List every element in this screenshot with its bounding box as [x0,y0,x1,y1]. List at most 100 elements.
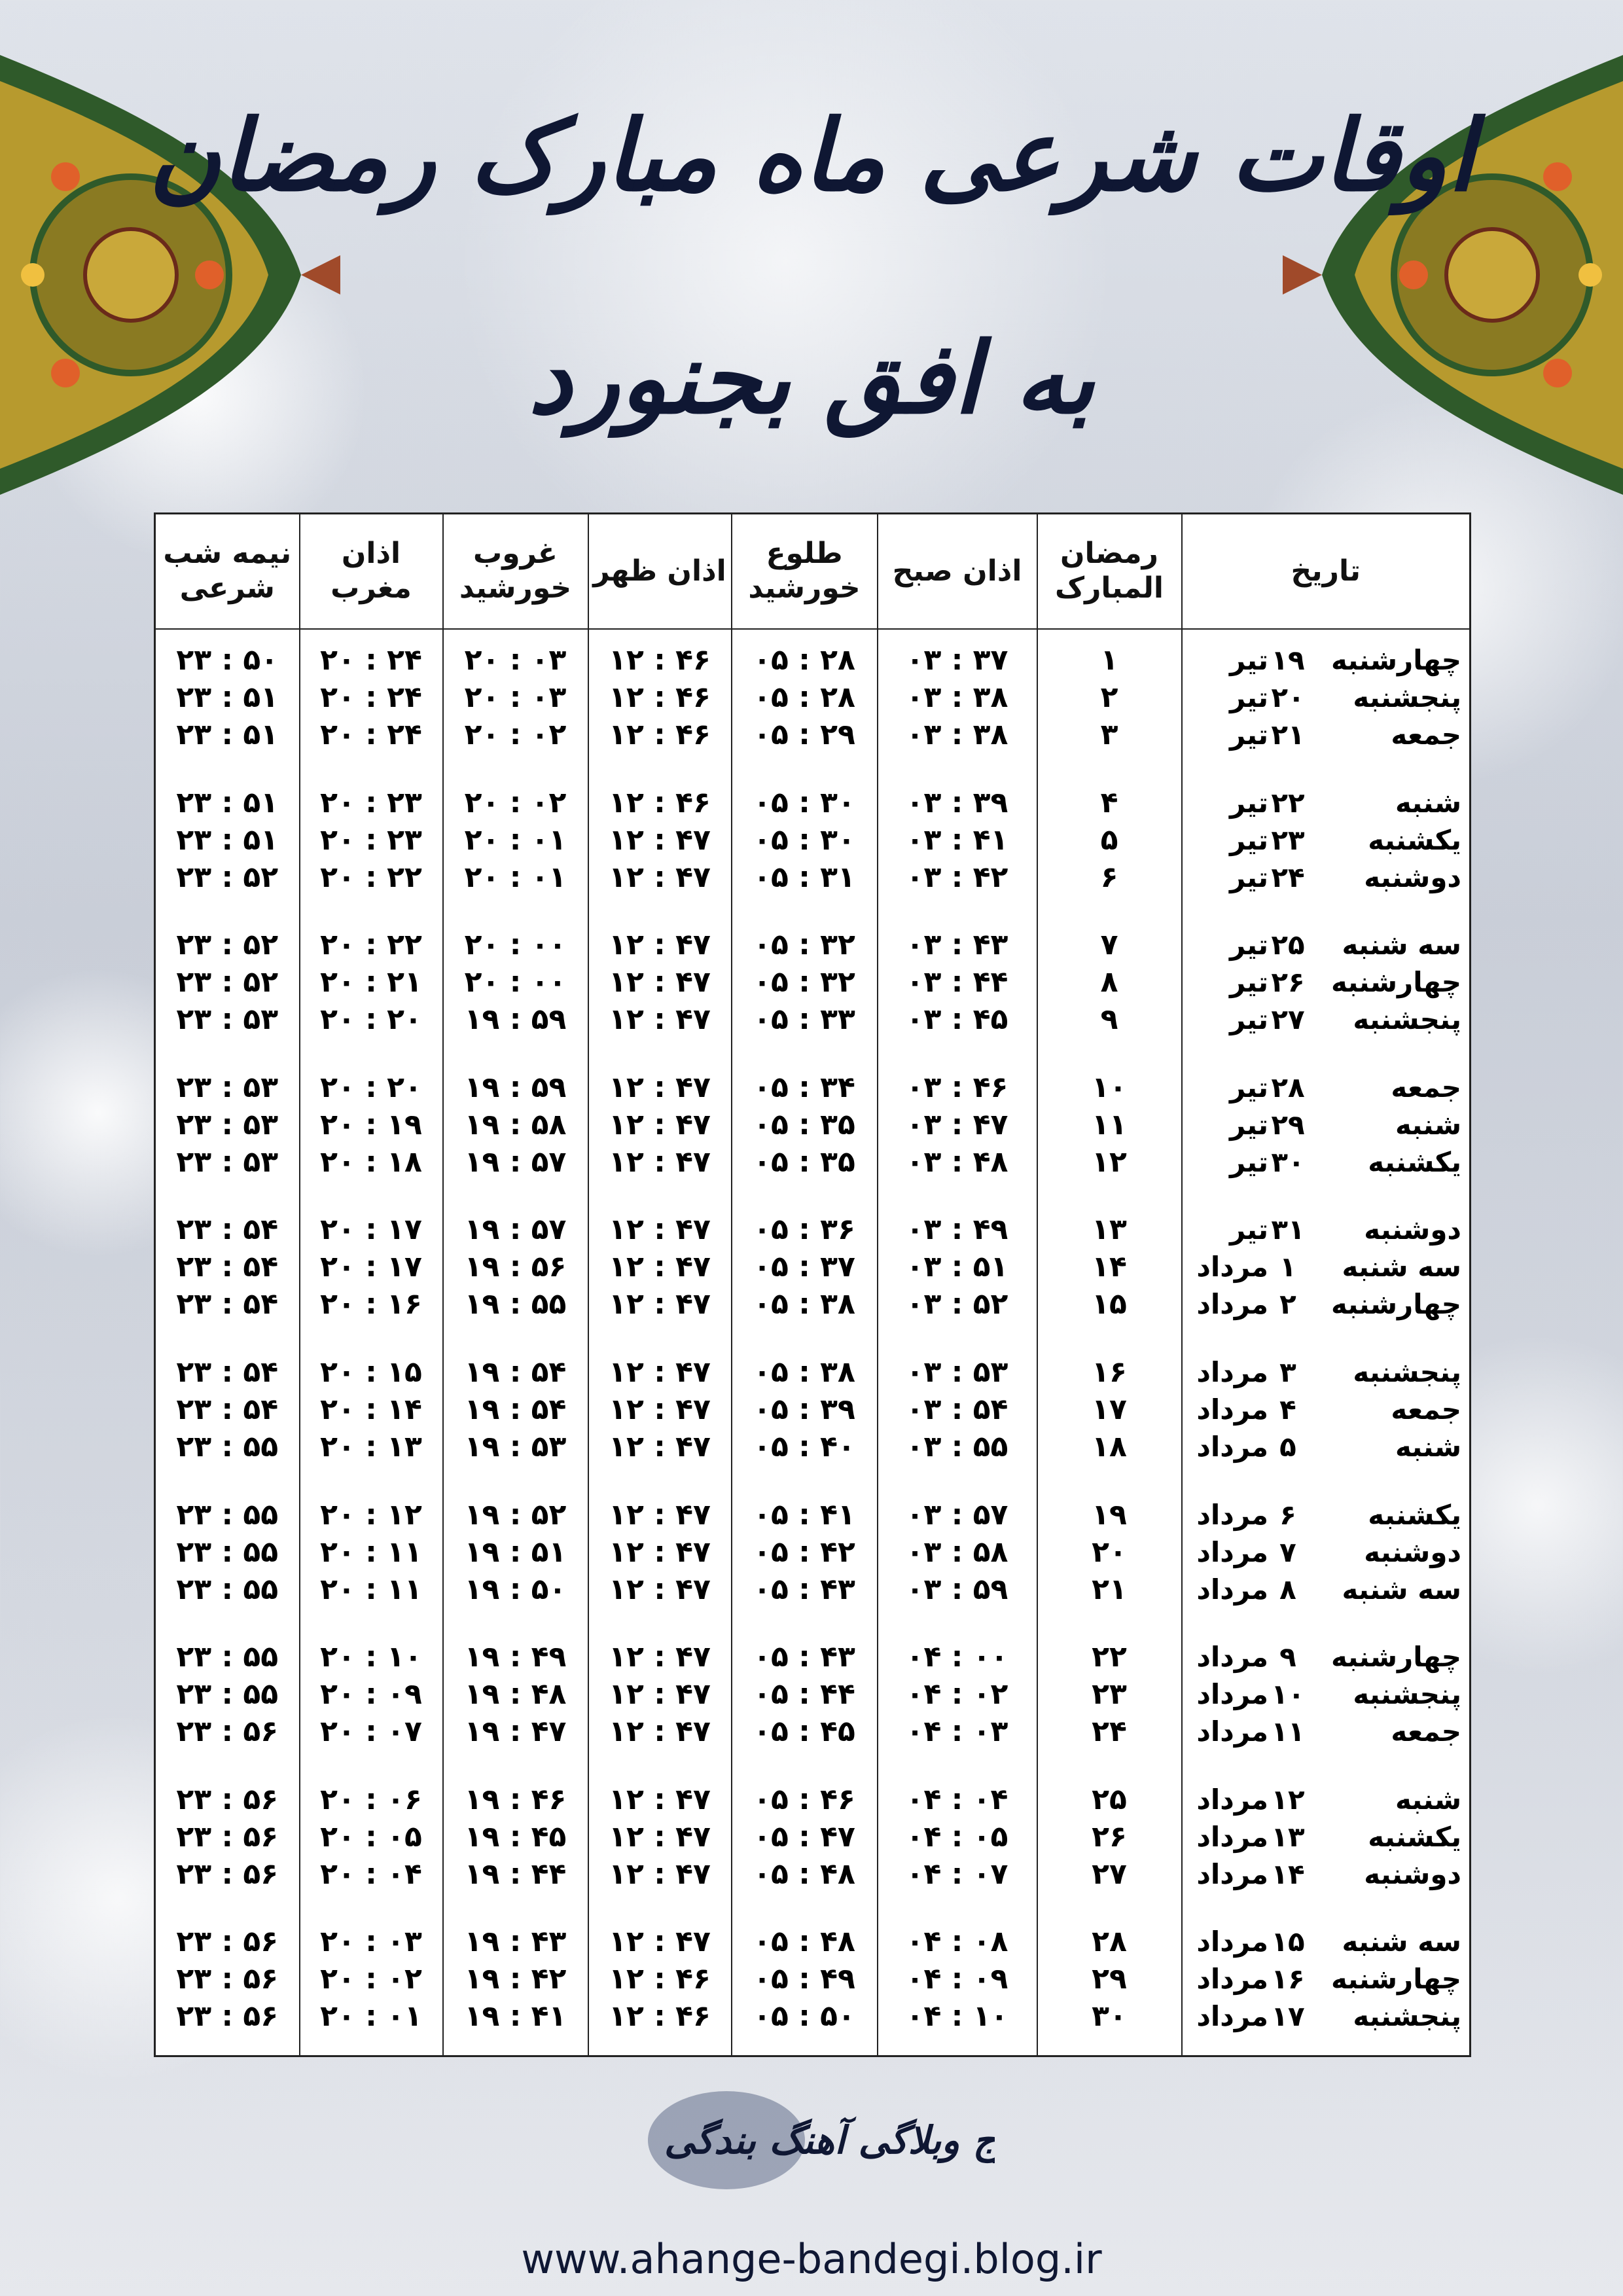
date-day: ۱۳ [1271,1820,1305,1853]
table-header: تاریخ رمضان المبارک اذان صبح طلوع خورشید… [154,512,1471,630]
fajr-cell: ۰۴ : ۰۷ [906,1857,1008,1891]
date-day: ۱۵ [1271,1926,1305,1958]
dhuhr-cell: ۱۲ : ۴۷ [609,928,711,962]
midnight-cell: ۲۳ : ۵۳ [176,1070,279,1104]
sunrise-cell: ۰۵ : ۴۳ [753,1572,855,1606]
date-cell: جمعه ۴ مرداد [1183,1391,1461,1428]
header-date: تاریخ [1181,512,1471,630]
date-weekday: دوشنبه [1364,1535,1461,1568]
sunset-cell: ۱۹ : ۵۵ [464,1287,567,1321]
date-month: مرداد [1196,1641,1268,1674]
fajr-cell: ۰۳ : ۴۴ [906,965,1008,999]
date-day: ۲۰ [1271,681,1305,713]
dhuhr-cell: ۱۲ : ۴۶ [609,785,711,819]
date-month: مرداد [1196,1431,1268,1463]
date-day: ۱ [1279,1251,1296,1283]
date-month: مرداد [1196,1857,1268,1890]
maghrib-cell: ۲۰ : ۱۷ [320,1250,422,1284]
fajr-cell: ۰۴ : ۰۵ [906,1820,1008,1854]
ramadan-cell: ۱۶ [1092,1355,1127,1389]
fajr-cell: ۰۴ : ۰۸ [906,1925,1008,1959]
dhuhr-cell: ۱۲ : ۴۷ [609,1393,711,1426]
midnight-cell: ۲۳ : ۵۳ [176,1107,279,1141]
ramadan-cell: ۱۸ [1092,1430,1127,1463]
date-day: ۲ [1279,1288,1296,1321]
website-url[interactable]: www.ahange-bandegi.blog.ir [521,2235,1102,2283]
fajr-cell: ۰۳ : ۴۹ [906,1213,1008,1247]
date-weekday: شنبه [1395,786,1461,819]
dhuhr-cell: ۱۲ : ۴۶ [609,643,711,677]
header-sunset: غروب خورشید [442,512,589,630]
ramadan-cell: ۱ [1100,643,1118,677]
sunset-cell: ۲۰ : ۰۲ [464,718,567,751]
ramadan-cell: ۶ [1100,860,1118,894]
fajr-cell: ۰۳ : ۳۸ [906,681,1008,714]
maghrib-cell: ۲۰ : ۱۶ [320,1287,422,1321]
midnight-cell: ۲۳ : ۵۵ [176,1498,279,1532]
dhuhr-cell: ۱۲ : ۴۷ [609,1213,711,1247]
fajr-cell: ۰۳ : ۵۳ [906,1355,1008,1389]
table-body: چهارشنبه۱۹تیر پنجشنبه۲۰تیر جمعه۲۱تیر شنبه۲۲… [154,629,1471,2056]
sunrise-cell: ۰۵ : ۴۵ [753,1715,855,1749]
sunrise-cell: ۰۵ : ۳۵ [753,1145,855,1179]
header-sunrise: طلوع خورشید [730,512,878,630]
dhuhr-cell: ۱۲ : ۴۶ [609,718,711,751]
date-cell: چهارشنبه ۱۹تیر [1183,641,1461,679]
sunrise-cell: ۰۵ : ۴۳ [753,1640,855,1674]
sunrise-cell: ۰۵ : ۳۶ [753,1213,855,1247]
sunset-cell: ۲۰ : ۰۰ [464,928,567,962]
maghrib-cell: ۲۰ : ۰۴ [320,1857,422,1891]
date-month: مرداد [1196,1926,1268,1958]
date-day: ۳ [1279,1356,1296,1388]
column-date: چهارشنبه۱۹تیر پنجشنبه۲۰تیر جمعه۲۱تیر شنبه۲۲… [1181,629,1471,2056]
date-month: تیر [1229,966,1268,999]
date-cell: دوشنبه ۱۴مرداد [1183,1856,1461,1893]
date-weekday: یکشنبه [1368,823,1461,856]
midnight-cell: ۲۳ : ۵۱ [176,823,279,857]
dhuhr-cell: ۱۲ : ۴۷ [609,1107,711,1141]
maghrib-cell: ۲۰ : ۲۴ [320,681,422,714]
maghrib-cell: ۲۰ : ۲۴ [320,643,422,677]
date-cell: چهارشنبه ۲ مرداد [1183,1285,1461,1323]
column-dhuhr: ۱۲ : ۴۶ ۱۲ : ۴۶ ۱۲ : ۴۶ ۱۲ : ۴۶ ۱۲ : ۴۷ ۱۲ : … [587,629,732,2056]
date-day: ۱۴ [1271,1857,1305,1890]
ramadan-cell: ۲۴ [1092,1715,1127,1749]
svg-text:موج وبلاگی آهنگ بندگی: موج وبلاگی آهنگ بندگی [664,2116,995,2164]
midnight-cell: ۲۳ : ۵۲ [176,965,279,999]
date-day: ۷ [1279,1535,1296,1568]
date-day: ۲۶ [1271,966,1305,999]
ramadan-cell: ۱۷ [1092,1393,1127,1426]
midnight-cell: ۲۳ : ۵۵ [176,1430,279,1463]
date-weekday: جمعه [1391,1715,1461,1748]
maghrib-cell: ۲۰ : ۲۰ [320,1003,422,1037]
date-weekday: پنجشنبه [1353,1356,1461,1388]
sunset-cell: ۱۹ : ۵۹ [464,1003,567,1037]
maghrib-cell: ۲۰ : ۱۳ [320,1430,422,1463]
column-sunrise: ۰۵ : ۲۸ ۰۵ : ۲۸ ۰۵ : ۲۹ ۰۵ : ۳۰ ۰۵ : ۳۰ ۰۵ : … [730,629,878,2056]
date-month: مرداد [1196,1963,1268,1996]
site-logo: موج وبلاگی آهنگ بندگی [648,2091,995,2189]
date-weekday: یکشنبه [1368,1498,1461,1531]
date-day: ۱۶ [1271,1963,1305,1996]
date-cell: پنجشنبه ۳ مرداد [1183,1354,1461,1391]
sunrise-cell: ۰۵ : ۳۸ [753,1355,855,1389]
date-weekday: چهارشنبه [1330,644,1461,676]
dhuhr-cell: ۱۲ : ۴۶ [609,2000,711,2034]
header-dhuhr: اذان ظهر [587,512,732,630]
midnight-cell: ۲۳ : ۵۱ [176,785,279,819]
fajr-cell: ۰۳ : ۵۹ [906,1572,1008,1606]
fajr-cell: ۰۴ : ۰۴ [906,1782,1008,1816]
header-ramadan: رمضان المبارک [1036,512,1183,630]
maghrib-cell: ۲۰ : ۰۲ [320,1962,422,1996]
column-midnight: ۲۳ : ۵۰ ۲۳ : ۵۱ ۲۳ : ۵۱ ۲۳ : ۵۱ ۲۳ : ۵۱ ۲۳ : … [154,629,300,2056]
maghrib-cell: ۲۰ : ۰۶ [320,1782,422,1816]
maghrib-cell: ۲۰ : ۰۵ [320,1820,422,1854]
ramadan-cell: ۷ [1100,928,1118,962]
corner-ornament-right [1283,52,1623,497]
date-day: ۲۳ [1271,823,1305,856]
dhuhr-cell: ۱۲ : ۴۷ [609,1857,711,1891]
date-month: مرداد [1196,1251,1268,1283]
maghrib-cell: ۲۰ : ۲۳ [320,785,422,819]
ramadan-cell: ۲۳ [1092,1677,1127,1712]
midnight-cell: ۲۳ : ۵۴ [176,1250,279,1284]
